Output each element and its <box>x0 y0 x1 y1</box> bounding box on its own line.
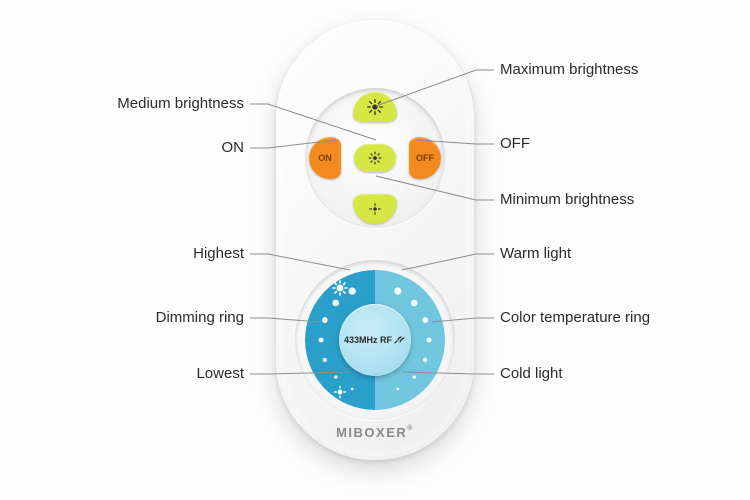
on-label: ON <box>318 153 332 163</box>
brand-label: MIBOXER® <box>276 425 474 440</box>
rf-icon <box>394 334 406 347</box>
callout-label: Lowest <box>64 365 244 382</box>
callout-label: Color temperature ring <box>500 309 650 326</box>
callout-label: Warm light <box>500 245 571 262</box>
callout-label: Medium brightness <box>64 95 244 112</box>
rf-label: 433MHz RF <box>344 335 392 345</box>
remote-body: ON OFF <box>276 20 474 460</box>
sun-small-icon <box>368 202 382 216</box>
sun-full-icon <box>367 99 383 115</box>
button-cluster: ON OFF <box>305 88 445 228</box>
on-button[interactable]: ON <box>309 137 341 179</box>
callout-label: OFF <box>500 135 530 152</box>
max-brightness-button[interactable] <box>353 92 397 122</box>
callout-label: Highest <box>64 245 244 262</box>
off-label: OFF <box>416 153 434 163</box>
callout-label: Dimming ring <box>64 309 244 326</box>
callout-label: Maximum brightness <box>500 61 638 78</box>
medium-brightness-button[interactable] <box>354 144 396 172</box>
diagram-stage: ON OFF <box>0 0 750 500</box>
sun-mid-icon <box>368 151 382 165</box>
callout-label: ON <box>64 139 244 156</box>
min-brightness-button[interactable] <box>353 194 397 224</box>
off-button[interactable]: OFF <box>409 137 441 179</box>
callout-label: Minimum brightness <box>500 191 634 208</box>
ring-center: 433MHz RF <box>339 304 411 376</box>
callout-label: Cold light <box>500 365 563 382</box>
touch-ring[interactable]: 433MHz RF <box>295 260 455 420</box>
